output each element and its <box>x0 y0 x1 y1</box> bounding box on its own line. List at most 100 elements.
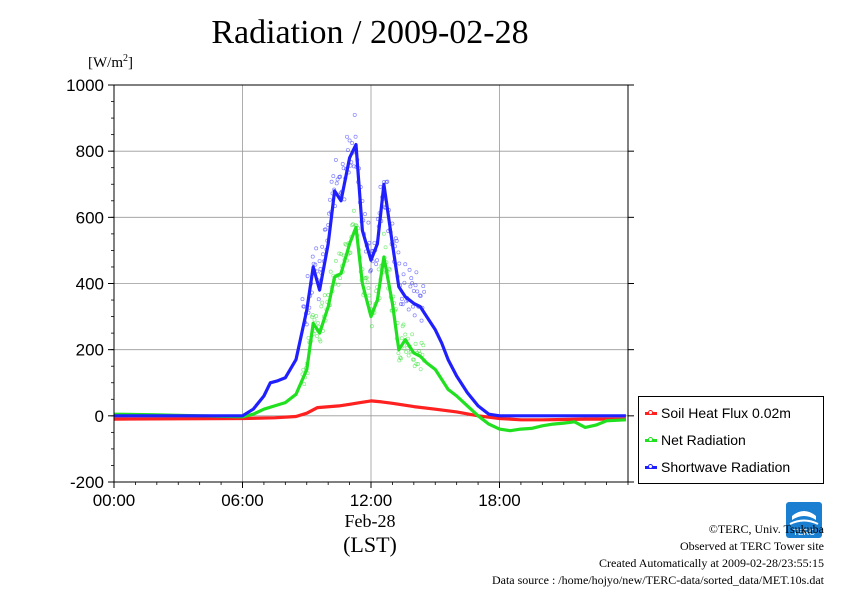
scatter-point <box>341 166 346 171</box>
scatter-point <box>342 197 347 202</box>
scatter-point <box>318 267 323 271</box>
scatter-point <box>345 148 350 152</box>
x-date-label: Feb-28 <box>344 511 396 531</box>
scatter-point <box>322 293 327 298</box>
scatter-point <box>406 353 411 358</box>
scatter-point <box>407 267 412 272</box>
scatter-point <box>400 302 405 307</box>
scatter-point <box>401 272 406 277</box>
scatter-point <box>329 179 334 184</box>
scatter-point <box>347 138 352 143</box>
scatter-point <box>328 269 333 274</box>
y-axis-unit: [W/m2] <box>88 53 133 71</box>
scatter-point <box>374 262 379 267</box>
series-lines <box>113 143 626 433</box>
scatter-point <box>314 246 319 251</box>
scatter-point <box>300 297 305 302</box>
scatter-point <box>321 252 325 257</box>
scatter-point <box>305 274 310 279</box>
y-tick-label: 1000 <box>66 76 104 95</box>
x-unit-label: (LST) <box>343 532 397 557</box>
scatter-point <box>366 286 371 291</box>
logo-text: TERC <box>793 528 815 537</box>
scatter-point <box>381 231 386 236</box>
series-line-shortwave-radiation <box>114 143 626 418</box>
scatter-point <box>385 179 390 184</box>
scatter-point <box>413 283 418 288</box>
scatter-point <box>304 322 309 327</box>
y-tick-label: 0 <box>95 407 104 426</box>
scatter-point <box>317 259 322 264</box>
scatter-point <box>402 280 407 285</box>
scatter-point <box>315 320 320 325</box>
scatter-point <box>376 267 381 272</box>
scatter-point <box>336 282 341 287</box>
scatter-point <box>369 324 374 329</box>
legend-item-net-radiation: Net Radiation <box>645 430 746 450</box>
footer-source: Data source : /home/hojyo/new/TERC-data/… <box>491 573 824 587</box>
scatter-point <box>366 220 371 225</box>
scatter-point <box>363 212 367 217</box>
scatter-point <box>333 258 338 263</box>
footer-copyright: ©TERC, Univ. Tsukuba <box>708 522 824 536</box>
scatter-point <box>403 332 408 337</box>
legend-item-shortwave-radiation: Shortwave Radiation <box>645 457 790 477</box>
scatter-point <box>320 300 325 305</box>
scatter-point <box>312 317 317 322</box>
scatter-point <box>334 181 339 186</box>
scatter-point <box>401 322 406 327</box>
scatter-point <box>413 341 418 346</box>
scatter-point <box>404 349 409 354</box>
scatter-point <box>411 304 415 309</box>
scatter-point <box>410 281 415 286</box>
x-tick-label: 06:00 <box>221 491 264 510</box>
scatter-point <box>411 357 416 362</box>
scatter-point <box>367 240 372 245</box>
legend-swatch-green <box>645 436 657 442</box>
scatter-point <box>335 177 340 182</box>
scatter-point <box>414 361 419 366</box>
legend-swatch-blue <box>645 463 657 469</box>
x-tick-label: 12:00 <box>350 491 393 510</box>
scatter-point <box>378 184 383 189</box>
scatter-point <box>327 197 332 202</box>
scatter-point <box>353 134 358 139</box>
scatter-point <box>411 288 416 293</box>
scatter-point <box>383 245 388 250</box>
series-line-net-radiation <box>113 225 626 433</box>
scatter-point <box>350 141 355 146</box>
y-tick-label: 400 <box>76 275 104 294</box>
scatter-point <box>396 250 401 255</box>
scatter-point <box>394 238 399 243</box>
scatter-point <box>364 275 369 280</box>
scatter-point <box>320 244 325 249</box>
scatter-point <box>399 336 404 341</box>
scatter-point <box>414 270 419 275</box>
scatter-point <box>418 293 423 298</box>
terc-logo-icon: TERC <box>786 502 822 538</box>
legend-item-soil-heat-flux: Soil Heat Flux 0.02m <box>645 403 791 423</box>
scatter-point <box>409 276 414 281</box>
scatter-point <box>397 261 402 266</box>
scatter-point <box>314 314 319 319</box>
scatter-point <box>302 382 307 386</box>
scatter-point <box>315 334 319 339</box>
scatter-point <box>363 276 368 281</box>
scatter-point <box>418 367 423 372</box>
scatter-point <box>408 284 413 289</box>
y-tick-label: 800 <box>76 142 104 161</box>
scatter-point <box>406 307 411 312</box>
scatter-point <box>317 337 322 342</box>
x-tick-label: 18:00 <box>478 491 521 510</box>
footer-created: Created Automatically at 2009-02-28/23:5… <box>599 556 824 570</box>
scatter-point <box>421 343 426 348</box>
scatter-point <box>410 332 415 337</box>
scatter-point <box>310 313 315 318</box>
axes: -200 0 200 400 600 800 1000 00:00 06:00 12:00 18:0… <box>66 76 634 510</box>
legend: Soil Heat Flux 0.02m Net Radiation Short… <box>638 396 824 484</box>
scatter-point <box>365 280 370 285</box>
scatter-point <box>369 268 373 273</box>
scatter-point <box>340 162 345 166</box>
scatter-point <box>402 346 407 351</box>
